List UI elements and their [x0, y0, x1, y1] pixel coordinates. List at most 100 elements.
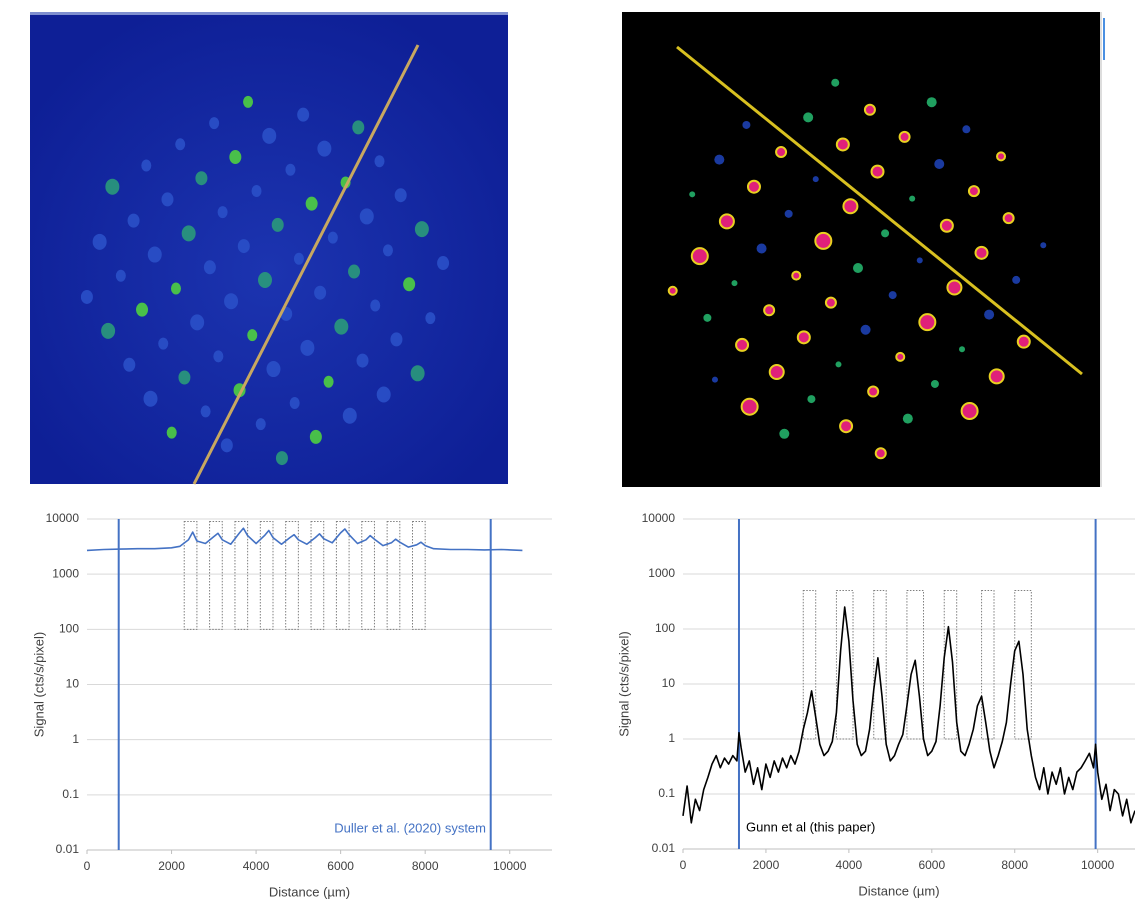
spot [784, 209, 793, 218]
spot [988, 368, 1005, 385]
spot [763, 304, 776, 317]
spot [807, 395, 816, 404]
spot [814, 231, 833, 250]
spot [742, 120, 751, 129]
spot [251, 184, 262, 197]
y-tick-label: 1000 [52, 566, 79, 580]
y-tick-label: 1000 [648, 566, 675, 580]
spot [959, 346, 966, 353]
spot [309, 429, 322, 444]
spot [735, 337, 750, 352]
x-tick-label: 4000 [836, 858, 863, 872]
spot [768, 364, 785, 381]
spot [80, 289, 93, 304]
spot [835, 361, 842, 368]
range-box [981, 590, 995, 740]
spot [860, 324, 871, 335]
spot [874, 447, 887, 460]
spot [305, 196, 318, 211]
x-tick-label: 10000 [493, 859, 527, 873]
spot [984, 309, 995, 320]
data-line [682, 606, 1135, 824]
spot [962, 125, 971, 134]
luminescence-image-left [30, 12, 508, 484]
spot [996, 151, 1007, 162]
spot [92, 233, 107, 250]
spot [909, 195, 916, 202]
annotation: Gunn et al (this paper) [746, 819, 875, 834]
profile-line [676, 45, 1083, 376]
spot [359, 208, 374, 225]
range-box [209, 521, 223, 630]
spot [974, 245, 989, 260]
image-edge [1103, 18, 1105, 60]
spot [285, 163, 296, 176]
spot [175, 138, 186, 151]
spot [105, 178, 120, 195]
spot [143, 390, 158, 407]
spot [1040, 242, 1047, 249]
spot [731, 280, 738, 287]
spot [170, 282, 181, 295]
spot [237, 239, 250, 254]
spot [200, 405, 211, 418]
spot [926, 97, 937, 108]
x-tick-label: 2000 [753, 858, 780, 872]
spot [946, 279, 963, 296]
spot [898, 130, 911, 143]
spot [689, 191, 696, 198]
spot [266, 361, 281, 378]
spot [425, 312, 436, 325]
spot [437, 256, 450, 271]
x-tick-label: 6000 [918, 858, 945, 872]
data-line [86, 527, 523, 552]
spot [930, 379, 939, 388]
spot [327, 231, 338, 244]
spot [824, 296, 837, 309]
y-tick-label: 10 [662, 676, 676, 690]
range-box [183, 521, 198, 630]
spot [403, 277, 416, 292]
spot [127, 213, 140, 228]
spot [195, 171, 208, 186]
spot [916, 257, 923, 264]
spot [255, 418, 266, 431]
spot [714, 154, 725, 165]
spot [835, 137, 850, 152]
spot [711, 376, 718, 383]
spot [376, 386, 391, 403]
range-box [386, 521, 401, 630]
spot [243, 95, 254, 108]
spot [867, 385, 880, 398]
range-box [259, 521, 274, 630]
y-tick-label: 0.01 [56, 842, 80, 856]
spot [224, 293, 239, 310]
spot [812, 176, 819, 183]
spot [275, 451, 288, 466]
spot [746, 179, 761, 194]
spot [190, 314, 205, 331]
image-background [30, 12, 508, 484]
spot [1016, 334, 1031, 349]
x-tick-label: 2000 [158, 859, 185, 873]
range-box [802, 590, 817, 740]
spot [370, 299, 381, 312]
spot [775, 146, 788, 159]
spot [271, 217, 284, 232]
spot [220, 438, 233, 453]
spot [374, 155, 385, 168]
spot [247, 329, 258, 342]
range-box [412, 521, 426, 630]
spot [414, 221, 429, 238]
spot [853, 263, 863, 273]
spot [300, 339, 315, 356]
annotation: Duller et al. (2020) system [334, 820, 486, 835]
spot [101, 322, 116, 339]
spot [356, 353, 369, 368]
spot [870, 164, 885, 179]
spot [181, 225, 196, 242]
spot [1012, 275, 1021, 284]
spot [888, 291, 897, 300]
spot [718, 213, 735, 230]
